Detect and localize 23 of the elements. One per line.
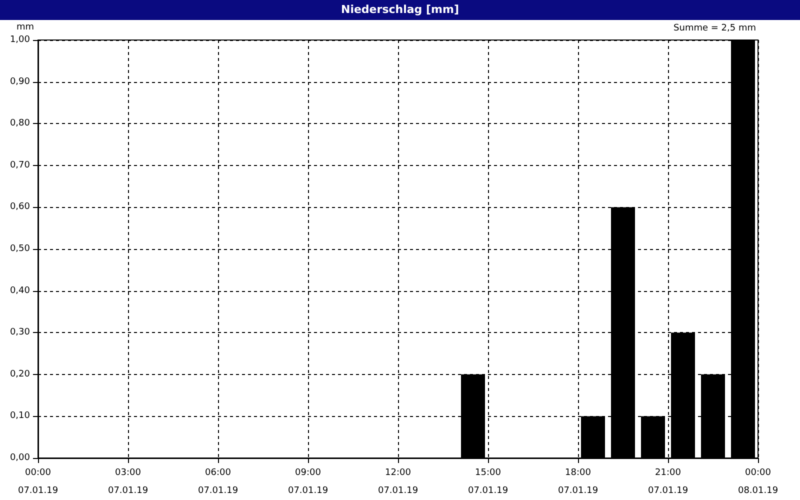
x-tick-label: 00:00 07.01.19 — [18, 468, 58, 496]
y-tick-label: 0,60 — [10, 202, 30, 212]
x-tick-label: 12:00 07.01.19 — [378, 468, 418, 496]
x-tick-label: 18:00 07.01.19 — [558, 468, 598, 496]
text: Summe = 2,5 mm — [674, 24, 756, 34]
x-tick-label: 09:00 07.01.19 — [288, 468, 328, 496]
chart-title: Niederschlag [mm] — [0, 0, 800, 20]
x-tick-label: 21:00 07.01.19 — [648, 468, 688, 496]
y-tick-label: 1,00 — [10, 35, 30, 45]
y-tick-label: 0,80 — [10, 118, 30, 129]
y-tick-label: 0,70 — [10, 160, 30, 170]
y-tick-label: 0,90 — [10, 76, 30, 87]
y-tick-label: 0,40 — [10, 286, 30, 296]
x-tick-label: 03:00 07.01.19 — [108, 468, 148, 496]
x-tick-label: 00:00 08.01.19 — [738, 468, 778, 496]
y-tick-label: 0,50 — [10, 244, 30, 254]
y-tick-label: 0,10 — [10, 411, 30, 422]
x-tick-label: 15:00 07.01.19 — [468, 468, 508, 496]
x-tick-label: 06:00 07.01.19 — [198, 468, 238, 496]
y-axis-title: mm — [16, 22, 34, 32]
y-tick-label: 0,20 — [10, 369, 30, 380]
y-tick-label: 0,30 — [10, 328, 30, 338]
y-tick-label: 0,00 — [10, 453, 30, 463]
